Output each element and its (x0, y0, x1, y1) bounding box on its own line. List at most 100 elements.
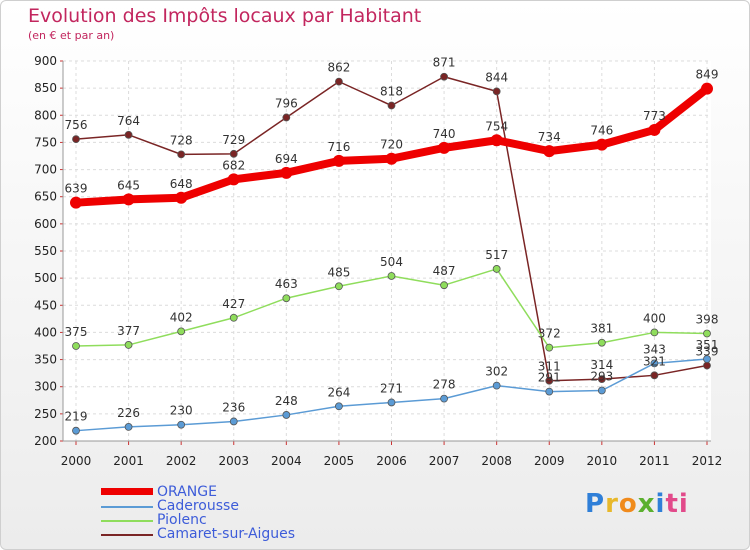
y-tick-label: 700 (34, 163, 57, 177)
data-label-caderousse: 278 (433, 378, 456, 392)
data-label-piolenc: 427 (222, 297, 245, 311)
point-caderousse (387, 398, 396, 407)
legend-label-piolenc: Piolenc (157, 512, 207, 528)
y-tick-label: 800 (34, 108, 57, 122)
data-label-piolenc: 517 (485, 248, 508, 262)
point-piolenc (282, 294, 291, 303)
data-label-camaret-sur-aigues: 818 (380, 85, 403, 99)
data-label-orange: 716 (327, 140, 350, 154)
data-label-orange: 849 (696, 68, 719, 82)
point-orange (490, 134, 503, 147)
x-tick-label: 2003 (218, 454, 249, 468)
data-label-caderousse: 264 (327, 385, 350, 399)
point-piolenc (545, 343, 554, 352)
legend-swatch-caderousse (101, 506, 153, 508)
point-orange (438, 141, 451, 154)
data-label-caderousse: 343 (643, 342, 666, 356)
data-label-camaret-sur-aigues: 339 (696, 345, 719, 359)
point-orange (70, 196, 82, 209)
y-tick-label: 600 (34, 217, 57, 231)
point-caderousse (282, 411, 291, 419)
point-camaret-sur-aigues (124, 130, 133, 139)
point-piolenc (229, 313, 238, 322)
point-piolenc (492, 265, 501, 273)
x-tick-label: 2000 (61, 454, 92, 468)
point-caderousse (545, 387, 554, 396)
y-tick-label: 450 (34, 298, 57, 312)
point-caderousse (597, 386, 606, 395)
data-label-piolenc: 485 (327, 265, 350, 279)
data-label-caderousse: 271 (380, 381, 403, 395)
data-label-caderousse: 291 (538, 371, 561, 385)
data-label-caderousse: 226 (117, 406, 140, 420)
chart-title: Evolution des Impôts locaux par Habitant (28, 5, 422, 27)
x-tick-label: 2005 (324, 454, 355, 468)
x-tick-label: 2006 (376, 454, 407, 468)
point-camaret-sur-aigues (335, 77, 343, 86)
point-piolenc (177, 327, 186, 336)
y-tick-label: 500 (34, 271, 57, 285)
data-label-piolenc: 375 (65, 325, 88, 339)
data-label-piolenc: 504 (380, 255, 403, 269)
point-piolenc (597, 338, 606, 347)
point-camaret-sur-aigues (492, 87, 501, 96)
x-tick-label: 2011 (639, 454, 670, 468)
point-camaret-sur-aigues (387, 101, 396, 110)
data-label-piolenc: 402 (170, 310, 193, 324)
data-label-camaret-sur-aigues: 729 (222, 133, 245, 147)
data-label-orange: 720 (380, 138, 403, 152)
data-label-caderousse: 293 (590, 370, 613, 384)
point-camaret-sur-aigues (72, 135, 80, 144)
y-tick-label: 250 (34, 407, 57, 421)
point-caderousse (124, 422, 133, 431)
data-label-piolenc: 398 (696, 313, 719, 327)
data-label-orange: 645 (117, 178, 140, 192)
data-label-piolenc: 487 (433, 264, 456, 278)
x-tick-label: 2009 (534, 454, 565, 468)
point-caderousse (703, 355, 711, 363)
data-label-camaret-sur-aigues: 862 (327, 61, 350, 75)
point-caderousse (72, 426, 80, 435)
data-label-camaret-sur-aigues: 321 (643, 354, 666, 368)
data-label-caderousse: 248 (275, 394, 298, 408)
legend-label-caderousse: Caderousse (157, 498, 239, 514)
point-camaret-sur-aigues (282, 113, 291, 122)
y-tick-label: 550 (34, 244, 57, 258)
point-caderousse (650, 359, 659, 368)
y-tick-label: 350 (34, 353, 57, 367)
x-tick-label: 2008 (481, 454, 512, 468)
point-camaret-sur-aigues (440, 72, 448, 81)
point-orange (701, 82, 713, 95)
series-layer (70, 72, 713, 435)
data-label-caderousse: 302 (485, 365, 508, 379)
x-tick-label: 2012 (692, 454, 723, 468)
data-label-orange: 773 (643, 109, 666, 123)
data-label-orange: 740 (433, 127, 456, 141)
point-camaret-sur-aigues (545, 376, 554, 385)
data-label-caderousse: 351 (696, 338, 719, 352)
data-label-orange: 639 (65, 182, 88, 196)
y-tick-label: 300 (34, 380, 57, 394)
data-label-camaret-sur-aigues: 764 (117, 114, 140, 128)
point-orange (543, 145, 556, 158)
point-piolenc (335, 282, 343, 291)
x-tick-label: 2002 (166, 454, 197, 468)
data-label-orange: 682 (222, 158, 245, 172)
point-piolenc (72, 342, 80, 350)
legend-swatch-camaret (101, 534, 153, 536)
x-tick-label: 2007 (429, 454, 460, 468)
point-orange (385, 152, 398, 165)
data-label-orange: 746 (590, 124, 613, 138)
point-caderousse (440, 394, 448, 403)
point-orange (595, 138, 608, 151)
data-label-caderousse: 230 (170, 404, 193, 418)
point-caderousse (229, 417, 238, 426)
y-tick-label: 650 (34, 190, 57, 204)
y-tick-label: 900 (34, 54, 57, 68)
data-label-camaret-sur-aigues: 756 (65, 118, 88, 132)
point-camaret-sur-aigues (177, 150, 186, 159)
data-label-piolenc: 400 (643, 311, 666, 325)
data-label-camaret-sur-aigues: 311 (538, 360, 561, 374)
data-label-caderousse: 219 (65, 410, 88, 424)
